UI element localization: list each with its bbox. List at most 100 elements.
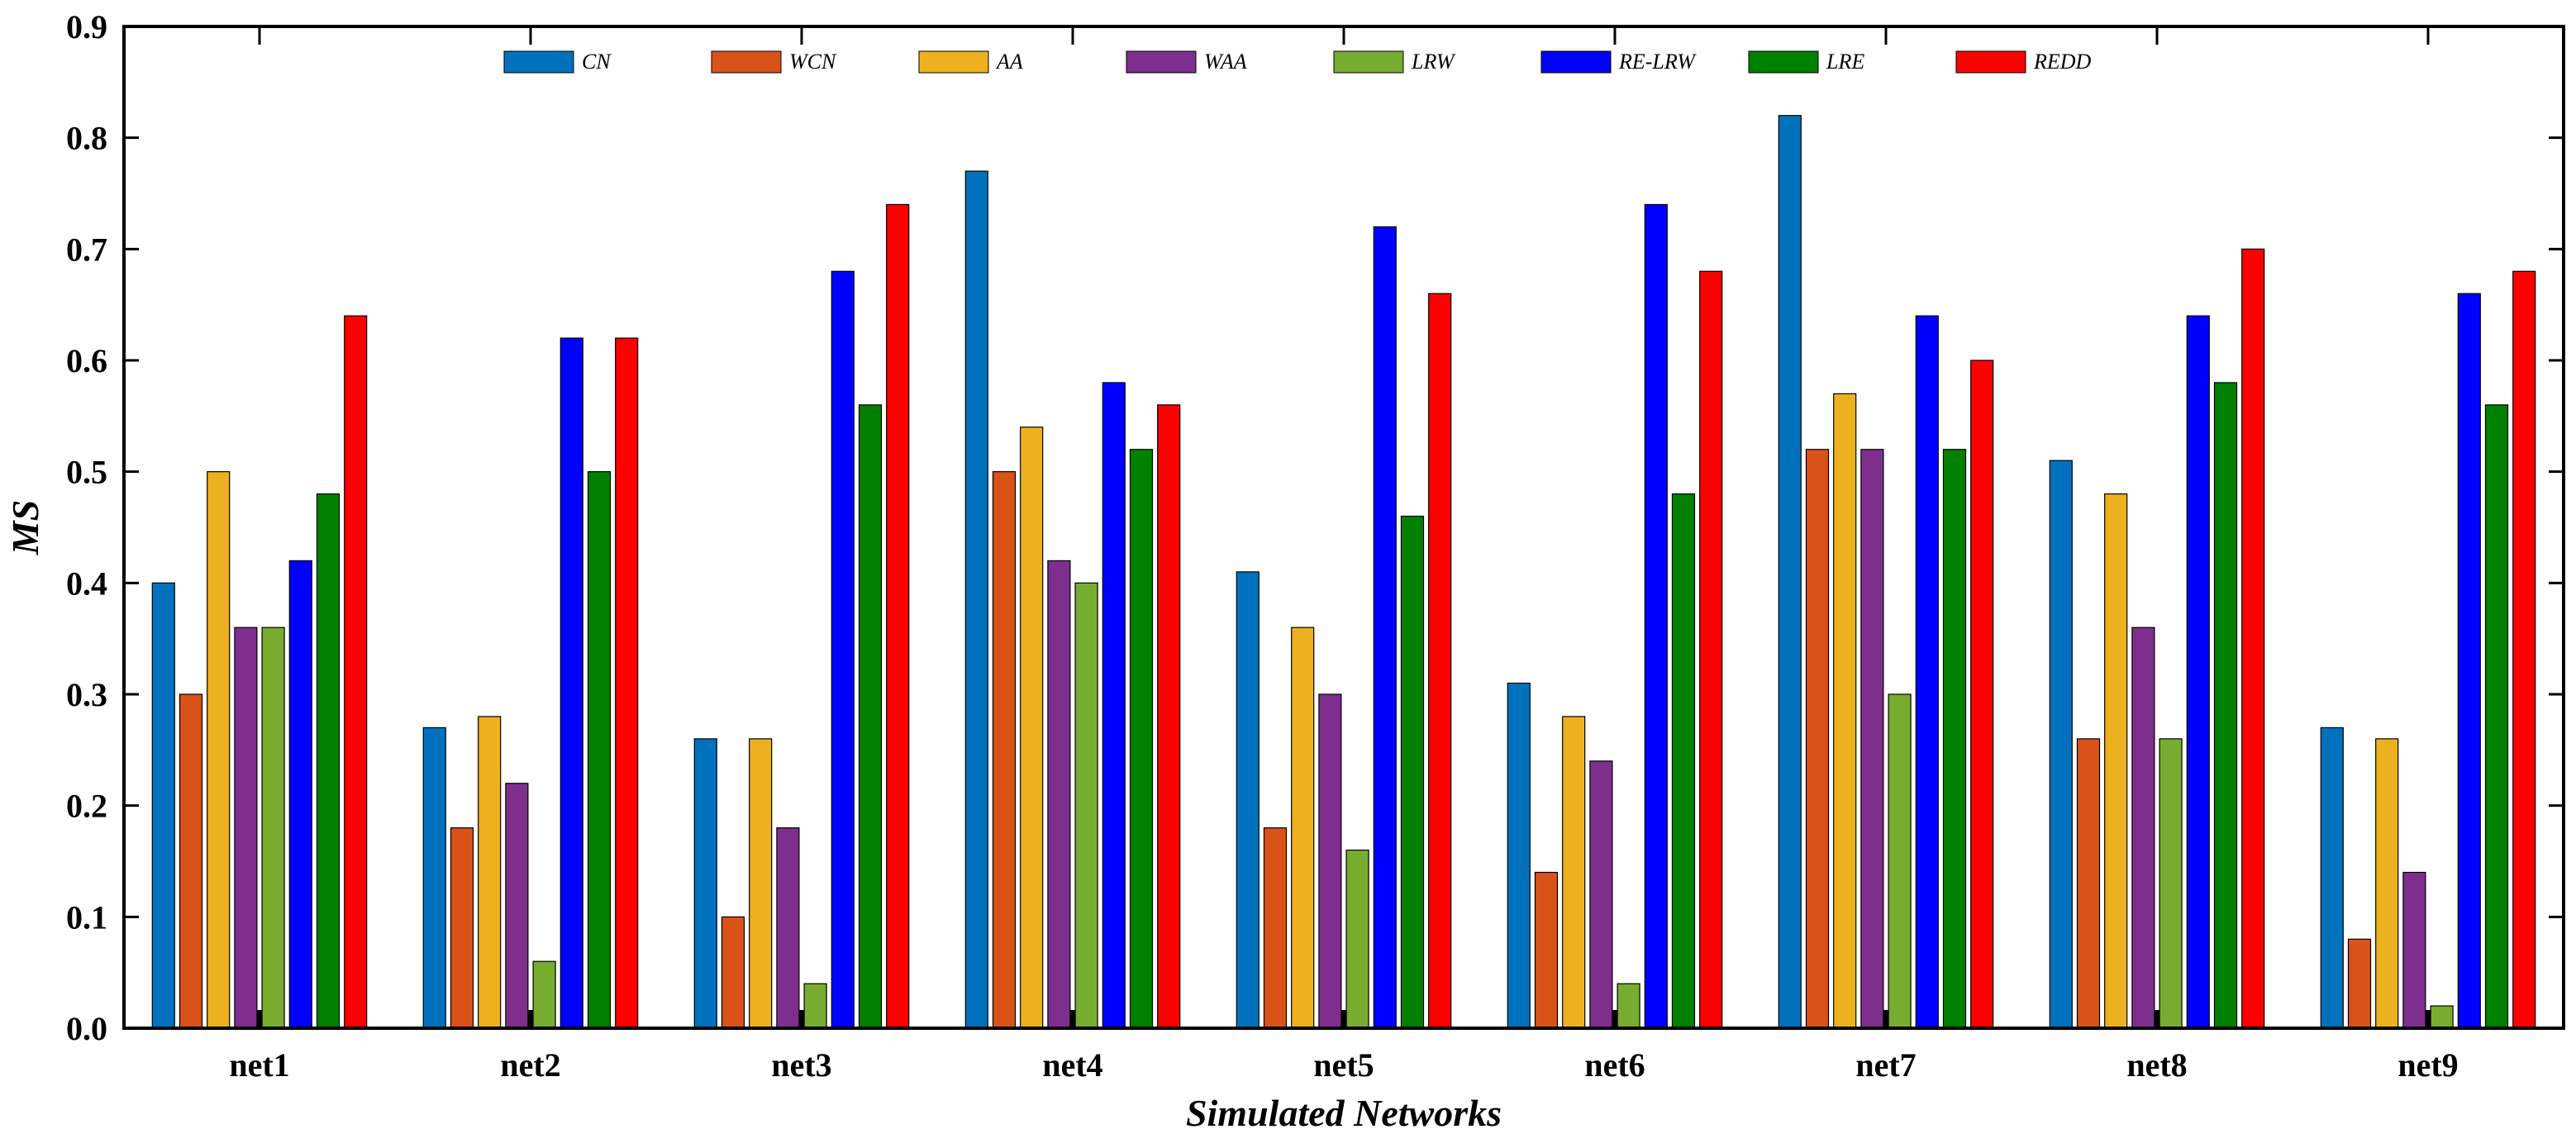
bar-net2-redd	[615, 337, 639, 1029]
legend-swatch-aa	[918, 50, 989, 74]
bar-net8-cn	[2049, 460, 2073, 1029]
bar-net5-aa	[1291, 627, 1315, 1029]
bar-net4-redd	[1157, 404, 1181, 1029]
legend-label: CN	[582, 50, 612, 74]
bar-net6-waa	[1589, 760, 1613, 1029]
y-tick-label: 0.2	[66, 788, 107, 825]
bar-net8-wcn	[2076, 738, 2101, 1029]
legend-label: LRE	[1826, 50, 1864, 74]
bar-net6-lre	[1671, 493, 1696, 1029]
bar-net4-wcn	[992, 471, 1017, 1029]
bar-net4-aa	[1020, 426, 1044, 1029]
x-tick-label: net2	[500, 1046, 560, 1084]
bar-net9-cn	[2320, 727, 2344, 1029]
bar-net5-wcn	[1263, 827, 1288, 1029]
bars	[151, 115, 2536, 1029]
bar-net6-wcn	[1534, 871, 1559, 1029]
legend-swatch-redd	[1955, 50, 2026, 74]
legend-swatch-lre	[1748, 50, 1819, 74]
bar-net6-lrw	[1617, 983, 1640, 1029]
bar-net7-cn	[1778, 115, 1802, 1029]
bar-net3-redd	[886, 203, 910, 1029]
legend-swatch-lrw	[1333, 50, 1404, 74]
bar-net9-wcn	[2347, 938, 2372, 1029]
bar-net8-lrw	[2159, 738, 2183, 1029]
x-tick-label: net6	[1584, 1046, 1645, 1084]
x-tick-label: net3	[771, 1046, 831, 1084]
bar-net2-lrw	[532, 960, 556, 1029]
bar-net1-waa	[234, 627, 258, 1029]
bar-net3-re-lrw	[831, 270, 855, 1029]
bar-net3-wcn	[721, 916, 745, 1029]
y-tick-label: 0.4	[66, 565, 107, 602]
legend-label: AA	[995, 50, 1023, 74]
bar-net7-lrw	[1888, 693, 1912, 1029]
bar-net1-wcn	[179, 693, 203, 1029]
bar-net1-cn	[151, 582, 175, 1029]
bar-net7-waa	[1860, 449, 1884, 1029]
bar-net2-aa	[478, 716, 502, 1029]
bar-net5-waa	[1318, 693, 1342, 1029]
bar-net9-redd	[2512, 270, 2536, 1029]
bar-net9-aa	[2375, 738, 2399, 1029]
legend-label: RE-LRW	[1618, 50, 1697, 74]
bar-net5-redd	[1428, 293, 1452, 1029]
bar-net1-redd	[344, 315, 368, 1029]
bar-net9-waa	[2402, 871, 2426, 1029]
bar-net2-cn	[422, 727, 446, 1029]
x-tick-label: net4	[1042, 1046, 1102, 1084]
bar-net8-re-lrw	[2186, 315, 2210, 1029]
bar-net2-re-lrw	[559, 337, 583, 1029]
plot-frame	[122, 25, 2565, 1030]
bar-net7-lre	[1942, 449, 1967, 1029]
bar-net3-lrw	[803, 983, 827, 1029]
y-tick-label: 0.3	[66, 676, 107, 713]
bar-net8-lre	[2213, 382, 2238, 1029]
y-tick-label: 0.7	[66, 231, 107, 268]
axes-ticks	[124, 25, 2564, 1030]
bar-net9-lre	[2484, 404, 2509, 1029]
x-tick-label: net8	[2126, 1046, 2187, 1084]
bar-net2-lre	[587, 471, 612, 1029]
legend-swatch-re-lrw	[1540, 50, 1612, 74]
bar-net3-waa	[776, 827, 800, 1029]
bar-net5-lre	[1400, 515, 1425, 1029]
x-axis-title: Simulated Networks	[1186, 1092, 1502, 1134]
bar-net8-aa	[2104, 493, 2128, 1029]
y-tick-label: 0.5	[66, 454, 107, 491]
bar-net6-cn	[1507, 682, 1531, 1029]
bar-net1-lrw	[261, 627, 285, 1029]
y-tick-labels: 0.0 0.1 0.2 0.3 0.4 0.5 0.6 0.7 0.8 0.9	[66, 8, 107, 1047]
legend-swatch-waa	[1126, 50, 1197, 74]
bar-net5-lrw	[1345, 849, 1369, 1029]
bar-net6-re-lrw	[1644, 203, 1668, 1029]
bar-net7-re-lrw	[1915, 315, 1939, 1029]
bar-net9-re-lrw	[2457, 293, 2481, 1029]
legend-label: LRW	[1411, 50, 1456, 74]
bar-net5-cn	[1236, 571, 1259, 1029]
x-tick-label: net5	[1313, 1046, 1374, 1084]
bar-net9-lrw	[2430, 1005, 2454, 1029]
legend-swatch-wcn	[711, 50, 782, 74]
bar-net7-aa	[1833, 393, 1857, 1029]
x-tick-label: net9	[2397, 1046, 2458, 1084]
legend-swatch-cn	[503, 50, 574, 74]
bar-net4-re-lrw	[1102, 382, 1126, 1029]
legend-label: REDD	[2033, 50, 2092, 74]
bar-net2-wcn	[450, 827, 474, 1029]
y-tick-label: 0.1	[66, 898, 107, 936]
legend-label: WAA	[1204, 50, 1247, 74]
bar-net6-aa	[1562, 716, 1586, 1029]
y-tick-label: 0.0	[66, 1010, 107, 1047]
bar-net1-lre	[316, 493, 340, 1029]
bar-net7-wcn	[1805, 449, 1830, 1029]
bar-net6-redd	[1699, 270, 1723, 1029]
y-tick-label: 0.8	[66, 120, 107, 157]
bar-net4-cn	[964, 170, 988, 1029]
bar-net4-waa	[1047, 560, 1071, 1029]
bar-net4-lre	[1129, 449, 1154, 1029]
bar-net8-waa	[2131, 627, 2155, 1029]
x-tick-label: net7	[1855, 1046, 1916, 1084]
bar-net1-re-lrw	[288, 560, 312, 1029]
